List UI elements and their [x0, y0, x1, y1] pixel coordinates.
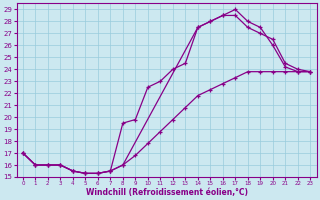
X-axis label: Windchill (Refroidissement éolien,°C): Windchill (Refroidissement éolien,°C)	[85, 188, 248, 197]
